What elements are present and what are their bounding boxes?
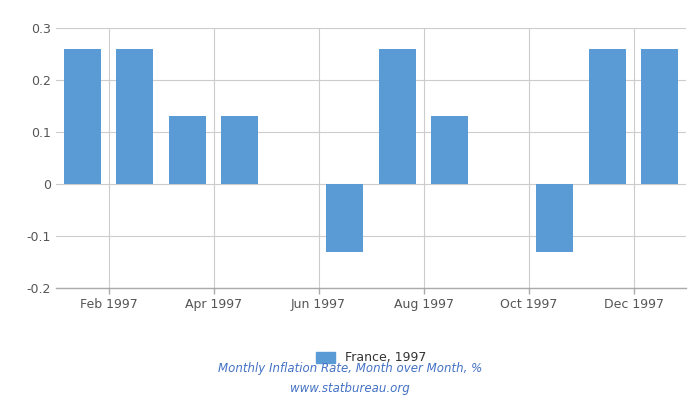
- Legend: France, 1997: France, 1997: [316, 352, 426, 364]
- Bar: [589, 49, 626, 184]
- Bar: [536, 184, 573, 252]
- Bar: [379, 49, 416, 184]
- Bar: [326, 184, 363, 252]
- Bar: [221, 116, 258, 184]
- Text: Monthly Inflation Rate, Month over Month, %: Monthly Inflation Rate, Month over Month…: [218, 362, 482, 375]
- Bar: [641, 49, 678, 184]
- Bar: [64, 49, 101, 184]
- Bar: [116, 49, 153, 184]
- Text: www.statbureau.org: www.statbureau.org: [290, 382, 410, 395]
- Bar: [169, 116, 206, 184]
- Bar: [431, 116, 468, 184]
